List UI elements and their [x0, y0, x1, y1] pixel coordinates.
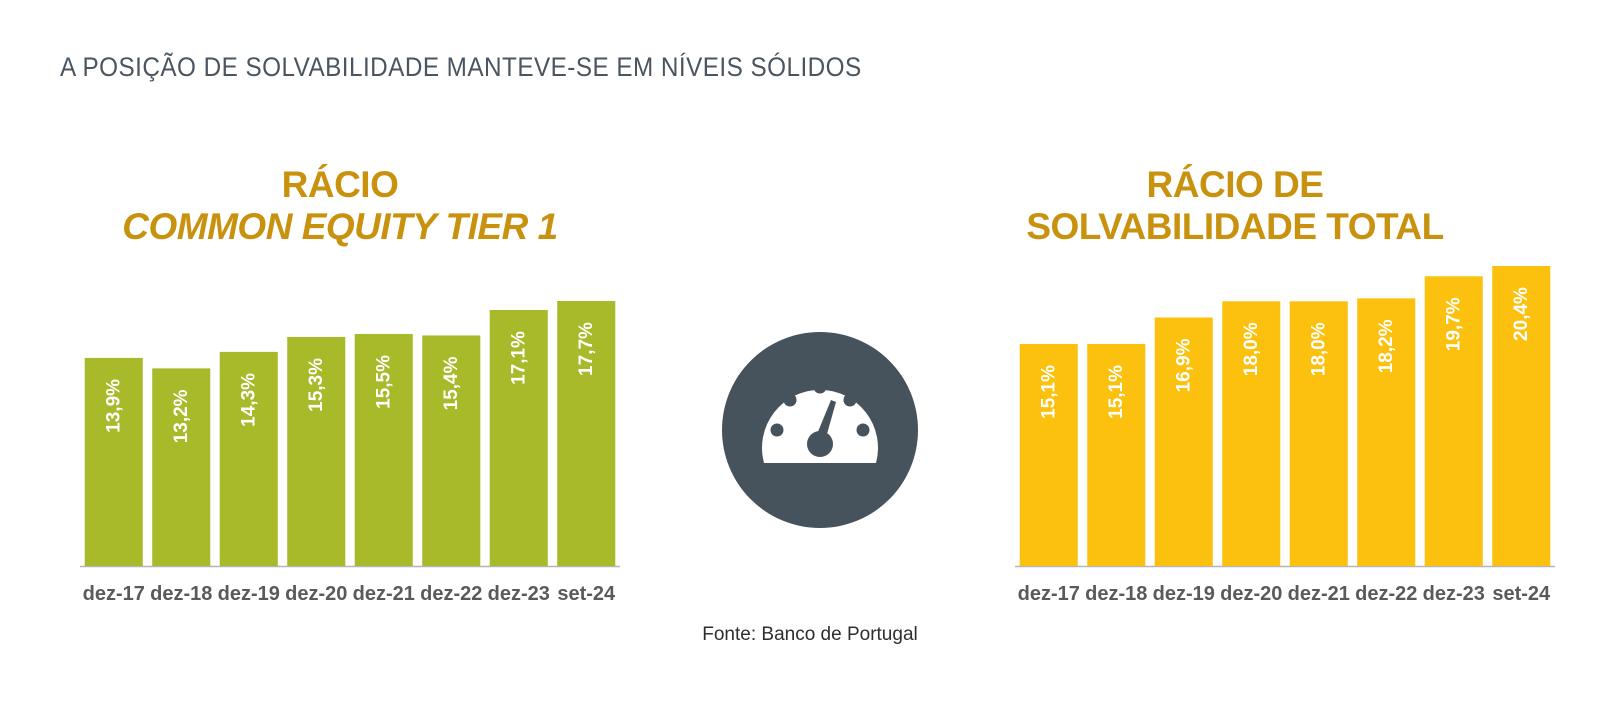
- total-category-label: dez-21: [1288, 583, 1350, 605]
- total-bar: [1222, 301, 1281, 566]
- cet1-data-label: 13,9%: [103, 379, 124, 433]
- cet1-bar: [354, 333, 413, 566]
- cet1-bar: [557, 301, 616, 566]
- total-bar: [1289, 301, 1348, 566]
- total-bar: [1154, 317, 1213, 566]
- speedometer-icon: [722, 332, 918, 528]
- cet1-bar: [219, 351, 278, 566]
- total-data-label: 18,2%: [1376, 319, 1397, 373]
- total-bar: [1492, 266, 1551, 566]
- total-category-label: dez-19: [1153, 583, 1215, 605]
- source-note: Fonte: Banco de Portugal: [702, 624, 918, 645]
- cet1-data-label: 15,5%: [373, 355, 394, 409]
- cet1-data-label: 17,7%: [576, 322, 597, 376]
- cet1-category-label: dez-20: [285, 583, 347, 605]
- total-data-label: 15,1%: [1106, 365, 1127, 419]
- cet1-bar: [287, 336, 346, 566]
- cet1-category-label: dez-19: [218, 583, 280, 605]
- total-data-label: 18,0%: [1241, 322, 1262, 376]
- total-bar: [1087, 343, 1146, 566]
- chart-title-total-line1: RÁCIO DE: [1146, 164, 1324, 205]
- total-data-label: 18,0%: [1308, 322, 1329, 376]
- total-category-label: dez-18: [1085, 583, 1147, 605]
- cet1-data-label: 17,1%: [508, 331, 529, 385]
- cet1-data-label: 13,2%: [171, 389, 192, 443]
- page-headline: A POSIÇÃO DE SOLVABILIDADE MANTEVE-SE EM…: [60, 52, 862, 82]
- cet1-data-label: 15,3%: [306, 358, 327, 412]
- total-bar: [1357, 298, 1416, 566]
- cet1-category-label: dez-17: [83, 583, 145, 605]
- cet1-category-label: dez-21: [353, 583, 415, 605]
- cet1-bar: [152, 368, 211, 566]
- total-bar: [1424, 276, 1483, 566]
- total-category-label: dez-20: [1220, 583, 1282, 605]
- cet1-category-label: dez-18: [150, 583, 212, 605]
- total-data-label: 20,4%: [1511, 287, 1532, 341]
- total-category-label: set-24: [1492, 583, 1551, 605]
- total-category-label: dez-23: [1423, 583, 1485, 605]
- total-data-label: 16,9%: [1173, 338, 1194, 392]
- chart-title-cet1: RÁCIO COMMON EQUITY TIER 1: [80, 164, 600, 248]
- total-category-label: dez-22: [1355, 583, 1417, 605]
- cet1-category-label: dez-23: [488, 583, 550, 605]
- chart-title-cet1-line2: COMMON EQUITY TIER 1: [122, 206, 558, 247]
- total-data-label: 15,1%: [1038, 365, 1059, 419]
- cet1-data-label: 15,4%: [441, 356, 462, 410]
- chart-title-total-line2: SOLVABILIDADE TOTAL: [1026, 206, 1444, 247]
- total-bar: [1019, 343, 1078, 566]
- total-category-label: dez-17: [1018, 583, 1080, 605]
- total-data-label: 19,7%: [1443, 297, 1464, 351]
- cet1-bar: [422, 335, 481, 566]
- chart-title-total: RÁCIO DE SOLVABILIDADE TOTAL: [975, 164, 1495, 248]
- cet1-category-label: dez-22: [420, 583, 482, 605]
- chart-title-cet1-line1: RÁCIO: [281, 164, 399, 205]
- cet1-data-label: 14,3%: [238, 373, 259, 427]
- cet1-category-label: set-24: [557, 583, 616, 605]
- cet1-bar: [489, 309, 548, 566]
- cet1-bar: [84, 357, 143, 566]
